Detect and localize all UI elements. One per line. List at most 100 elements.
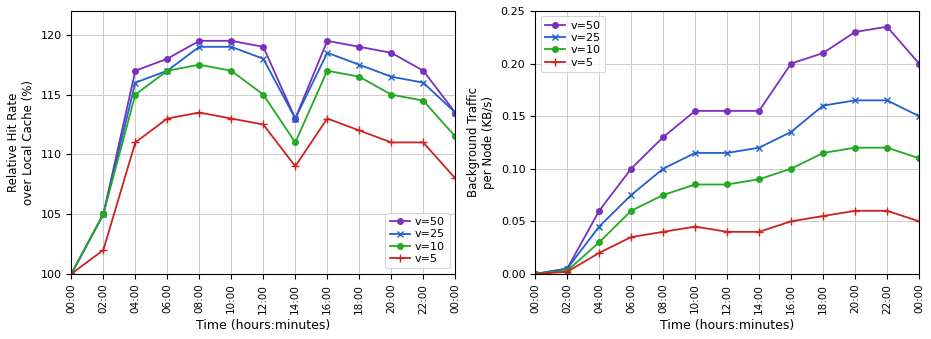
Line: v=10: v=10 (533, 145, 922, 277)
v=5 (690, 224, 701, 228)
Line: v=5: v=5 (531, 207, 924, 278)
v=25 (561, 266, 573, 271)
v=25 (418, 81, 429, 85)
v=10 (290, 140, 301, 144)
v=10 (594, 240, 605, 244)
v=10 (561, 269, 573, 273)
v=5 (817, 214, 829, 218)
v=10 (882, 146, 893, 150)
v=25 (194, 45, 205, 49)
v=25 (129, 81, 141, 85)
X-axis label: Time (hours:minutes): Time (hours:minutes) (660, 319, 794, 332)
v=10 (385, 93, 397, 97)
v=10 (418, 99, 429, 103)
v=10 (913, 156, 924, 160)
v=25 (354, 63, 365, 67)
v=5 (849, 209, 860, 213)
Line: v=25: v=25 (532, 97, 923, 277)
v=25 (882, 98, 893, 102)
v=25 (322, 51, 333, 55)
v=50 (322, 39, 333, 43)
v=5 (290, 164, 301, 168)
v=25 (258, 57, 269, 61)
v=50 (530, 272, 541, 276)
v=50 (129, 69, 141, 73)
v=50 (450, 111, 461, 115)
v=10 (657, 193, 668, 197)
v=10 (162, 69, 173, 73)
X-axis label: Time (hours:minutes): Time (hours:minutes) (196, 319, 331, 332)
v=50 (418, 69, 429, 73)
v=10 (129, 93, 141, 97)
v=10 (225, 69, 236, 73)
v=25 (657, 167, 668, 171)
v=5 (66, 272, 77, 276)
v=50 (690, 109, 701, 113)
v=50 (722, 109, 733, 113)
Line: v=10: v=10 (69, 62, 458, 277)
v=50 (786, 61, 797, 65)
v=25 (98, 212, 109, 216)
v=25 (162, 69, 173, 73)
v=5 (418, 140, 429, 144)
v=10 (66, 272, 77, 276)
v=5 (561, 270, 573, 274)
v=50 (66, 272, 77, 276)
v=25 (913, 114, 924, 118)
v=50 (162, 57, 173, 61)
v=50 (753, 109, 764, 113)
Line: v=25: v=25 (68, 43, 459, 277)
v=25 (225, 45, 236, 49)
v=25 (722, 151, 733, 155)
v=25 (530, 272, 541, 276)
v=5 (129, 140, 141, 144)
v=50 (354, 45, 365, 49)
v=50 (385, 51, 397, 55)
v=25 (66, 272, 77, 276)
v=5 (385, 140, 397, 144)
v=50 (594, 209, 605, 213)
v=5 (450, 176, 461, 180)
v=50 (561, 266, 573, 271)
v=50 (849, 30, 860, 34)
Legend: v=50, v=25, v=10, v=5: v=50, v=25, v=10, v=5 (385, 213, 450, 268)
v=50 (657, 135, 668, 139)
Legend: v=50, v=25, v=10, v=5: v=50, v=25, v=10, v=5 (541, 17, 605, 72)
v=50 (626, 167, 637, 171)
v=10 (354, 75, 365, 79)
v=50 (225, 39, 236, 43)
v=5 (194, 111, 205, 115)
v=25 (385, 75, 397, 79)
Line: v=50: v=50 (533, 24, 922, 277)
v=10 (194, 63, 205, 67)
v=5 (225, 117, 236, 121)
Line: v=5: v=5 (67, 108, 459, 278)
v=50 (290, 117, 301, 121)
v=5 (594, 251, 605, 255)
v=50 (913, 61, 924, 65)
v=50 (258, 45, 269, 49)
v=5 (882, 209, 893, 213)
Y-axis label: Background Traffic
per Node (KB/s): Background Traffic per Node (KB/s) (467, 87, 495, 197)
v=25 (849, 98, 860, 102)
v=10 (450, 134, 461, 138)
v=25 (753, 146, 764, 150)
v=5 (258, 122, 269, 126)
v=25 (290, 117, 301, 121)
v=5 (913, 219, 924, 223)
v=10 (626, 209, 637, 213)
v=50 (817, 51, 829, 55)
v=5 (98, 248, 109, 252)
v=10 (258, 93, 269, 97)
v=25 (786, 130, 797, 134)
Line: v=50: v=50 (69, 38, 458, 277)
v=10 (722, 182, 733, 186)
v=5 (322, 117, 333, 121)
v=10 (530, 272, 541, 276)
v=10 (753, 177, 764, 181)
v=5 (753, 230, 764, 234)
v=25 (594, 224, 605, 228)
v=5 (354, 128, 365, 133)
v=25 (817, 104, 829, 108)
v=5 (657, 230, 668, 234)
